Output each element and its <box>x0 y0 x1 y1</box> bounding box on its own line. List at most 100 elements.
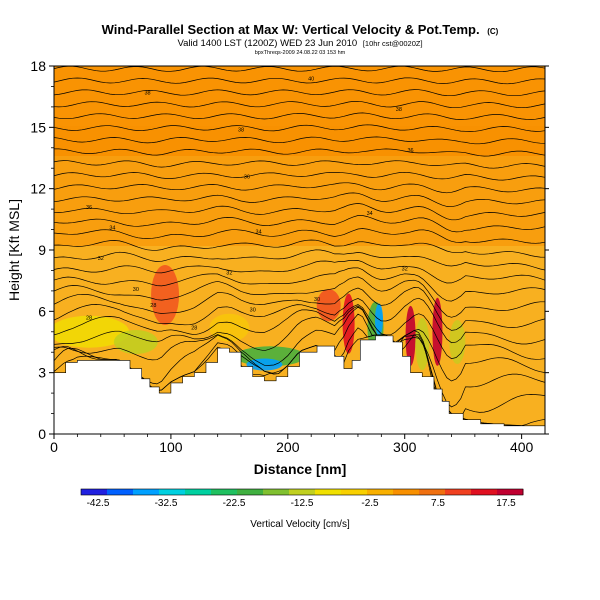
x-tick-label: 300 <box>393 439 417 455</box>
isentrope-label: 32 <box>226 271 232 277</box>
blob-valley-yellow <box>209 313 250 342</box>
colorbar-swatch <box>289 489 316 495</box>
colorbar-tick-label: 7.5 <box>431 498 445 509</box>
plot-area: 28 28 28 30 30 30 32 32 32 34 34 34 36 36 36 38 38 38 40 <box>54 66 545 434</box>
terrain <box>54 335 545 434</box>
colorbar-swatch <box>393 489 420 495</box>
isentrope-label: 30 <box>133 287 139 293</box>
velocity-field <box>54 66 545 371</box>
x-tick-label: 100 <box>159 439 183 455</box>
isentrope-line <box>54 124 545 132</box>
isentrope-label: 38 <box>144 91 150 97</box>
colorbar-tick-label: -42.5 <box>87 498 110 509</box>
x-tick-label: 200 <box>276 439 300 455</box>
colorbar-label: Vertical Velocity [cm/s] <box>250 519 350 530</box>
y-tick-label: 15 <box>30 119 46 135</box>
colorbar-swatch <box>471 489 498 495</box>
isentrope-label: 30 <box>314 297 320 303</box>
isentrope-line <box>54 171 545 181</box>
colorbar-tick-label: -22.5 <box>223 498 246 509</box>
colorbar-tick-label: -2.5 <box>361 498 379 509</box>
isentrope-line <box>54 192 545 208</box>
isentrope-line <box>54 160 545 169</box>
isentrope-line <box>54 112 545 120</box>
colorbar-swatch <box>185 489 212 495</box>
x-tick-label: 0 <box>50 439 58 455</box>
colorbar-swatch <box>497 489 524 495</box>
y-tick-label: 18 <box>30 58 46 74</box>
colorbar-frame <box>80 488 524 496</box>
colorbar-swatch <box>107 489 134 495</box>
isentrope-line <box>54 66 545 73</box>
isentrope-line <box>54 89 545 97</box>
isentrope-label: 28 <box>86 316 92 322</box>
y-tick-label: 12 <box>30 181 46 197</box>
isentrope-label: 34 <box>109 226 115 232</box>
blob-green-345 <box>449 320 466 364</box>
blob-orange-235 <box>316 289 341 322</box>
colorbar-tick-label: 17.5 <box>496 498 516 509</box>
isentrope-line <box>54 287 545 331</box>
chart-subtitle2: bpxThreqs-2009 24.08.22 03 153 hm <box>255 50 346 56</box>
isentrope-label: 36 <box>244 174 250 180</box>
isentrope-line <box>54 304 545 360</box>
colorbar-tick-label: -12.5 <box>291 498 314 509</box>
isentrope-label: 38 <box>396 107 402 113</box>
isentrope-line <box>54 305 545 382</box>
chart-title-unit: (C) <box>487 27 498 36</box>
isentrope-label: 34 <box>367 211 373 217</box>
chart-subtitle-extra: [10hr cst@0020Z] <box>363 39 423 48</box>
colorbar-swatch <box>211 489 238 495</box>
colorbar-swatch <box>159 489 186 495</box>
y-tick-label: 6 <box>38 303 46 319</box>
x-tick-label: 400 <box>510 439 534 455</box>
colorbar-swatch <box>81 489 108 495</box>
isentrope-label: 34 <box>256 230 262 236</box>
colorbar-swatch <box>367 489 394 495</box>
x-axis-label: Distance [nm] <box>254 461 347 477</box>
chart-title: Wind-Parallel Section at Max W: Vertical… <box>102 22 499 37</box>
isentrope-label: 30 <box>250 307 256 313</box>
colorbar-swatch <box>263 489 290 495</box>
y-tick-label: 9 <box>38 242 46 258</box>
colorbar-swatch <box>419 489 446 495</box>
isentrope-label: 28 <box>191 326 197 332</box>
y-tick-label: 0 <box>38 426 46 442</box>
colorbar-swatch <box>237 489 264 495</box>
isentrope-line <box>54 306 545 408</box>
isentrope-line <box>54 77 545 85</box>
isentrope-line <box>54 276 545 318</box>
isentrope-label: 32 <box>98 256 104 262</box>
isentrope-label: 36 <box>86 205 92 211</box>
isentrope-label: 28 <box>150 303 156 309</box>
blob-ridge1-orange <box>151 264 180 325</box>
y-axis-label: Height [Kft MSL] <box>6 199 22 301</box>
isentrope-line <box>54 267 545 302</box>
x-axis: 0 100 200 300 400 <box>50 434 534 455</box>
blob-red-252 <box>342 293 355 354</box>
isentrope-line <box>54 203 545 221</box>
blob-west-green <box>54 315 130 348</box>
isentrope-label: 40 <box>308 76 314 82</box>
colorbar-swatch <box>133 489 160 495</box>
isentrope-line <box>54 249 545 271</box>
colorbar: -42.5 -32.5 -22.5 -12.5 -2.5 7.5 17.5 <box>80 488 524 509</box>
y-tick-label: 3 <box>38 365 46 381</box>
colorbar-swatch <box>445 489 472 495</box>
isentrope-line <box>54 228 545 244</box>
colorbar-tick-label: -32.5 <box>155 498 178 509</box>
colorbar-swatch <box>315 489 342 495</box>
isentrope-label: 36 <box>407 148 413 154</box>
isentrope-line <box>54 136 545 145</box>
isentrope-line <box>54 297 545 345</box>
colorbar-swatch <box>341 489 368 495</box>
isentrope-line <box>54 215 545 233</box>
isentrope-line <box>54 182 545 194</box>
isentrope-line <box>54 148 545 157</box>
isentrope-label: 38 <box>238 127 244 133</box>
isentrope-line <box>54 239 545 258</box>
blob-valley-blue <box>246 358 283 371</box>
blob-red-328 <box>432 297 443 366</box>
